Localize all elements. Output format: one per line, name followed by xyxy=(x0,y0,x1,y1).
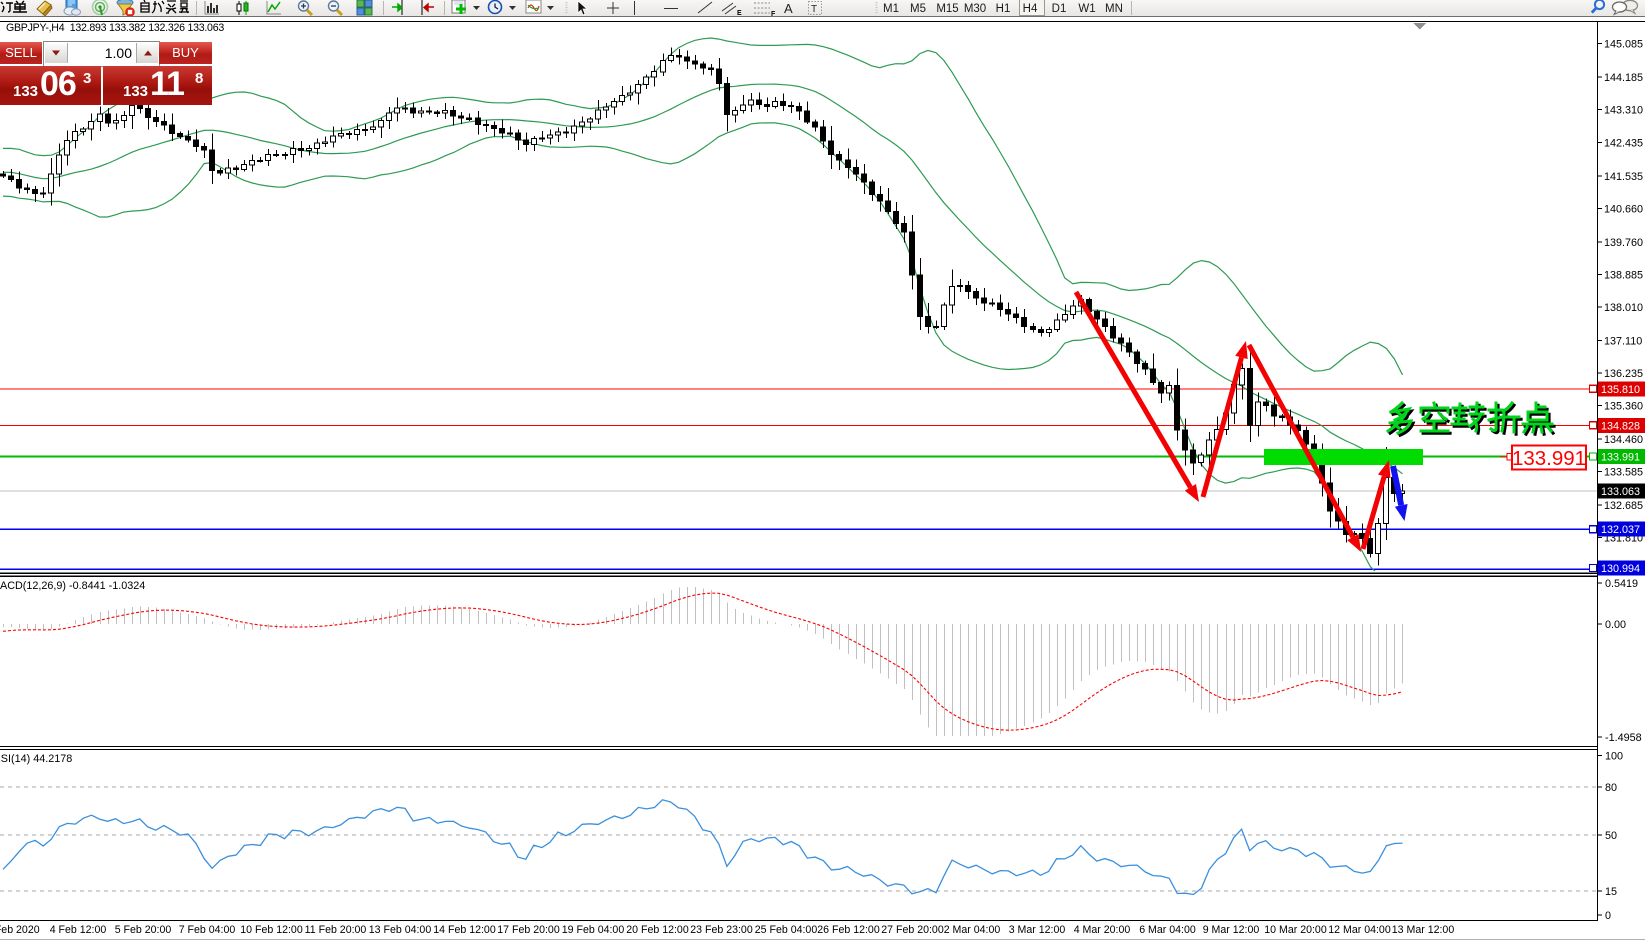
svg-text:144.185: 144.185 xyxy=(1604,72,1643,84)
svg-text:133.585: 133.585 xyxy=(1604,467,1643,479)
svg-text:15: 15 xyxy=(1605,886,1617,898)
svg-text:26 Feb 12:00: 26 Feb 12:00 xyxy=(817,924,880,936)
svg-text:M1: M1 xyxy=(883,3,899,15)
svg-text:132.685: 132.685 xyxy=(1604,500,1643,512)
svg-text:E: E xyxy=(737,10,742,16)
svg-text:133.991: 133.991 xyxy=(1601,452,1640,464)
svg-text:135.810: 135.810 xyxy=(1601,384,1640,396)
svg-text:133.063: 133.063 xyxy=(1601,486,1640,498)
svg-text:0.5419: 0.5419 xyxy=(1605,578,1638,590)
svg-text:D1: D1 xyxy=(1052,3,1067,15)
svg-text:6 Mar 04:00: 6 Mar 04:00 xyxy=(1139,924,1196,936)
svg-text:9 Mar 12:00: 9 Mar 12:00 xyxy=(1203,924,1260,936)
svg-text:80: 80 xyxy=(1605,782,1617,794)
svg-text:F: F xyxy=(771,11,776,16)
svg-text:12 Mar 04:00: 12 Mar 04:00 xyxy=(1328,924,1391,936)
svg-text:143.310: 143.310 xyxy=(1604,105,1643,117)
svg-text:M15: M15 xyxy=(936,3,958,15)
svg-text:13 Mar 12:00: 13 Mar 12:00 xyxy=(1392,924,1455,936)
svg-text:25 Feb 04:00: 25 Feb 04:00 xyxy=(755,924,818,936)
svg-text:0: 0 xyxy=(1605,910,1611,922)
svg-text:A: A xyxy=(784,1,793,16)
svg-text:134.828: 134.828 xyxy=(1601,420,1640,432)
svg-text:-1.4958: -1.4958 xyxy=(1605,732,1642,744)
svg-text:100: 100 xyxy=(1605,750,1623,762)
svg-text:10 Feb 12:00: 10 Feb 12:00 xyxy=(240,924,303,936)
svg-text:13 Feb 04:00: 13 Feb 04:00 xyxy=(369,924,432,936)
svg-text:140.660: 140.660 xyxy=(1604,203,1643,215)
svg-text:4 Feb 12:00: 4 Feb 12:00 xyxy=(50,924,107,936)
svg-text:RSI(14) 44.2178: RSI(14) 44.2178 xyxy=(0,753,72,765)
svg-text:11 Feb 20:00: 11 Feb 20:00 xyxy=(305,924,367,936)
svg-text:135.360: 135.360 xyxy=(1604,401,1643,413)
svg-text:14 Feb 12:00: 14 Feb 12:00 xyxy=(433,924,496,936)
svg-text:3 Mar 12:00: 3 Mar 12:00 xyxy=(1009,924,1066,936)
svg-text:2 Mar 04:00: 2 Mar 04:00 xyxy=(944,924,1001,936)
svg-text:M30: M30 xyxy=(964,3,986,15)
svg-text:130.994: 130.994 xyxy=(1601,563,1640,575)
svg-text:MACD(12,26,9) -0.8441 -1.0324: MACD(12,26,9) -0.8441 -1.0324 xyxy=(0,580,145,592)
svg-text:3 Feb 2020: 3 Feb 2020 xyxy=(0,924,40,936)
svg-text:MN: MN xyxy=(1105,3,1123,15)
svg-text:10 Mar 20:00: 10 Mar 20:00 xyxy=(1264,924,1327,936)
svg-text:H1: H1 xyxy=(996,3,1011,15)
svg-text:M5: M5 xyxy=(910,3,926,15)
svg-text:20 Feb 12:00: 20 Feb 12:00 xyxy=(626,924,689,936)
svg-text:27 Feb 20:00: 27 Feb 20:00 xyxy=(881,924,944,936)
svg-text:136.235: 136.235 xyxy=(1604,368,1643,380)
svg-text:7 Feb 04:00: 7 Feb 04:00 xyxy=(179,924,236,936)
svg-text:19 Feb 04:00: 19 Feb 04:00 xyxy=(562,924,625,936)
svg-text:4 Mar 20:00: 4 Mar 20:00 xyxy=(1074,924,1131,936)
svg-text:142.435: 142.435 xyxy=(1604,137,1643,149)
svg-text:132.037: 132.037 xyxy=(1601,524,1640,536)
svg-text:137.110: 137.110 xyxy=(1604,335,1642,347)
svg-text:145.085: 145.085 xyxy=(1604,39,1643,51)
svg-text:141.535: 141.535 xyxy=(1604,171,1643,183)
svg-text:133.991: 133.991 xyxy=(1512,447,1586,470)
svg-text:5 Feb 20:00: 5 Feb 20:00 xyxy=(115,924,172,936)
svg-text:T: T xyxy=(811,4,817,15)
svg-text:134.460: 134.460 xyxy=(1604,434,1643,446)
svg-text:W1: W1 xyxy=(1078,3,1095,15)
svg-text:139.760: 139.760 xyxy=(1604,237,1643,249)
svg-text:H4: H4 xyxy=(1023,3,1038,15)
svg-text:17 Feb 20:00: 17 Feb 20:00 xyxy=(497,924,560,936)
svg-text:0.00: 0.00 xyxy=(1605,619,1626,631)
svg-text:50: 50 xyxy=(1605,830,1617,842)
svg-text:138.885: 138.885 xyxy=(1604,269,1643,281)
svg-text:23 Feb 23:00: 23 Feb 23:00 xyxy=(690,924,753,936)
svg-text:138.010: 138.010 xyxy=(1604,302,1643,314)
